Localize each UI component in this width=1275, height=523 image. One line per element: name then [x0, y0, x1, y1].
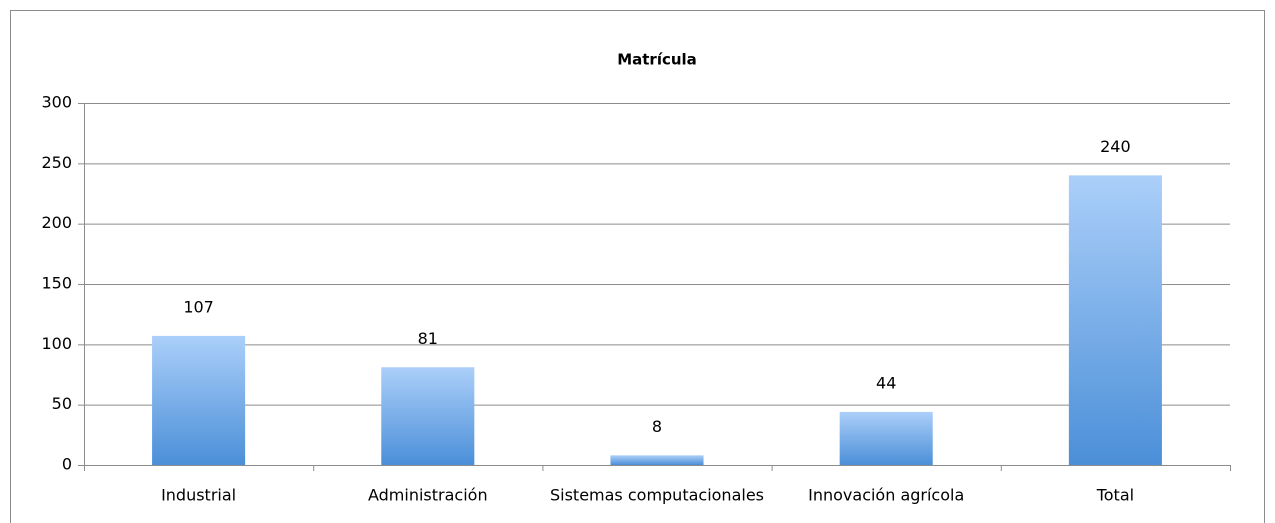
y-tick-label: 200 [41, 213, 72, 232]
x-tick-label: Total [1096, 486, 1134, 505]
bar [381, 367, 475, 465]
value-label: 81 [418, 329, 438, 348]
x-tick-label: Sistemas computacionales [550, 486, 764, 505]
chart-frame [10, 10, 1265, 523]
bar [152, 335, 246, 465]
y-tick-label: 50 [52, 394, 72, 413]
x-tick-label: Administración [368, 486, 488, 505]
y-tick-label: 250 [41, 153, 72, 172]
x-tick-label: Industrial [161, 486, 236, 505]
bar [1068, 175, 1162, 465]
bar [839, 411, 933, 465]
value-label: 44 [876, 373, 896, 392]
bar [610, 455, 704, 465]
y-tick-label: 0 [62, 455, 72, 474]
x-tick-label: Innovación agrícola [808, 486, 964, 505]
y-tick-label: 150 [41, 274, 72, 293]
value-label: 107 [183, 297, 214, 316]
value-label: 8 [652, 417, 662, 436]
y-tick-label: 300 [41, 93, 72, 112]
value-label: 240 [1100, 137, 1131, 156]
chart-title: Matrícula [617, 51, 697, 69]
y-tick-label: 100 [41, 334, 72, 353]
